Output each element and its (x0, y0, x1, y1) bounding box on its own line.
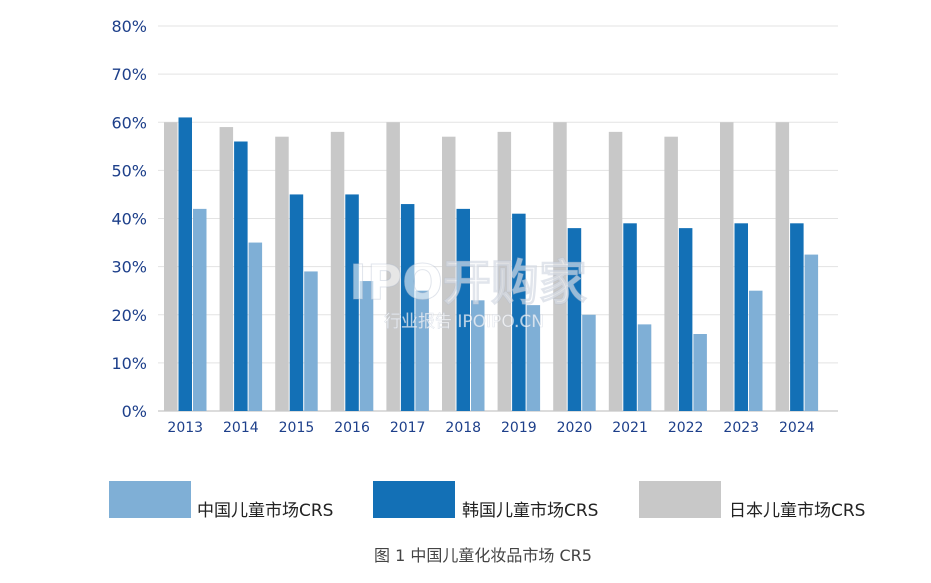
bar (790, 223, 804, 411)
bar (456, 208, 470, 411)
y-tick-label: 80% (111, 17, 147, 36)
watermark: IPO开购家 行业报告 IPOIPO.CN (349, 255, 588, 333)
y-tick-label: 30% (111, 258, 147, 277)
y-tick-label: 60% (111, 113, 147, 132)
x-tick-label: 2021 (612, 420, 648, 436)
bar (567, 228, 582, 411)
x-tick-label: 2017 (390, 420, 426, 436)
bar (693, 334, 707, 411)
y-tick-label: 0% (122, 402, 147, 421)
bar (512, 213, 526, 411)
bar (219, 127, 234, 411)
bar (304, 271, 318, 411)
x-tick-label: 2020 (557, 420, 593, 436)
bar (582, 314, 596, 411)
bar (471, 300, 485, 411)
legend-swatch (109, 481, 191, 518)
watermark-main: IPO开购家 (349, 255, 587, 311)
legend-label: 日本儿童市场CRS (729, 501, 865, 521)
bar (608, 131, 623, 411)
bar (775, 122, 790, 411)
x-tick-label: 2015 (279, 420, 315, 436)
y-tick-label: 70% (111, 65, 147, 84)
bar (248, 242, 263, 411)
legend-swatch (639, 481, 721, 518)
bar (497, 131, 512, 411)
x-tick-label: 2018 (445, 420, 481, 436)
bar (678, 228, 693, 411)
bar (442, 136, 456, 411)
x-tick-label: 2014 (223, 420, 259, 436)
bar (359, 281, 374, 411)
legend-label: 韩国儿童市场CRS (462, 501, 598, 521)
x-tick-label: 2024 (779, 420, 815, 436)
bar (330, 131, 345, 411)
x-tick-label: 2019 (501, 420, 537, 436)
figure-caption: 图 1 中国儿童化妆品市场 CR5 (374, 546, 592, 565)
bar (193, 208, 207, 411)
bar (553, 122, 567, 411)
bar (623, 223, 637, 411)
bar (749, 290, 763, 411)
bar (345, 194, 359, 411)
legend-label: 中国儿童市场CRS (197, 501, 333, 521)
y-tick-label: 50% (111, 161, 147, 180)
bar (720, 122, 734, 411)
bar (386, 122, 400, 411)
bar (664, 136, 678, 411)
bars (164, 117, 819, 411)
x-tick-label: 2016 (334, 420, 370, 436)
bar (275, 136, 289, 411)
bar (178, 117, 192, 411)
y-tick-label: 40% (111, 210, 147, 229)
y-tick-label: 10% (111, 354, 147, 373)
bar (415, 290, 429, 411)
legend: 中国儿童市场CRS 韩国儿童市场CRS 日本儿童市场CRS (109, 481, 865, 521)
bar (289, 194, 304, 411)
y-axis-ticks: 0% 10% 20% 30% 40% 50% 60% 70% 80% (111, 17, 147, 421)
bar (164, 122, 178, 411)
legend-swatch (373, 481, 455, 518)
y-tick-label: 20% (111, 306, 147, 325)
x-tick-label: 2023 (723, 420, 759, 436)
bar (526, 305, 541, 411)
x-tick-label: 2013 (167, 420, 203, 436)
bar (804, 254, 819, 411)
x-tick-label: 2022 (668, 420, 704, 436)
bar (734, 223, 748, 411)
x-axis-ticks: 2013 2014 2015 2016 2017 2018 2019 2020 2021 2022… (167, 420, 814, 436)
bar (637, 324, 652, 411)
bar (234, 141, 248, 411)
bar (400, 204, 415, 411)
watermark-sub: 行业报告 IPOIPO.CN (384, 312, 544, 332)
